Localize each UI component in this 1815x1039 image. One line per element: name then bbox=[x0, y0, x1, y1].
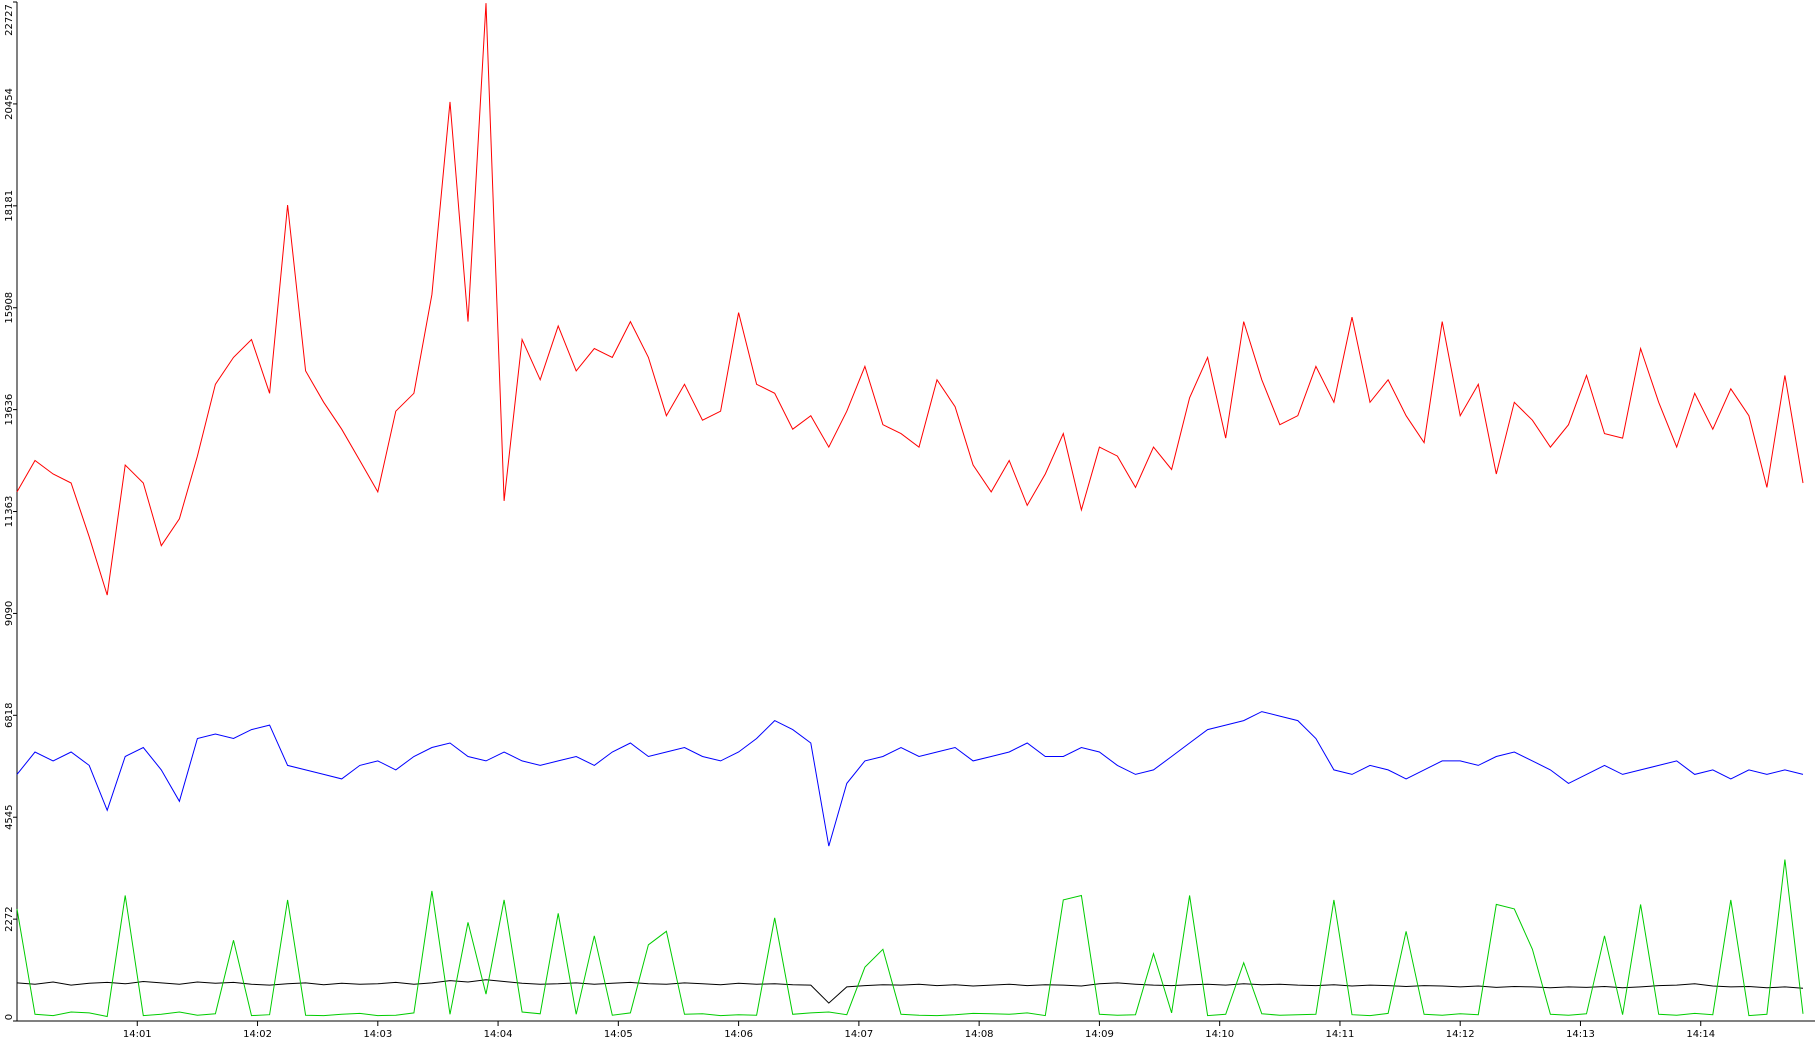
x-tick-label: 14:05 bbox=[604, 1029, 633, 1039]
y-tick-label: 15908 bbox=[4, 292, 15, 324]
x-tick-label: 14:07 bbox=[844, 1029, 873, 1039]
series-line bbox=[16, 979, 1804, 1004]
x-tick-label: 14:08 bbox=[965, 1029, 994, 1039]
y-tick-label: 4545 bbox=[4, 804, 15, 829]
x-tick-label: 14:10 bbox=[1205, 1029, 1234, 1039]
y-tick-label: 20454 bbox=[4, 88, 15, 120]
series-line bbox=[16, 859, 1804, 1018]
x-tick-label: 14:03 bbox=[363, 1029, 392, 1039]
x-tick-label: 14:14 bbox=[1686, 1029, 1715, 1039]
x-tick-label: 14:01 bbox=[123, 1029, 152, 1039]
x-tick-label: 14:06 bbox=[724, 1029, 753, 1039]
y-tick-label: 13636 bbox=[4, 394, 15, 426]
y-tick-label: 22727 bbox=[4, 4, 15, 36]
y-tick-label: 18181 bbox=[4, 190, 15, 222]
x-tick-label: 14:09 bbox=[1085, 1029, 1114, 1039]
series-line bbox=[16, 3, 1804, 596]
series-line bbox=[16, 711, 1804, 847]
y-tick-label: 11363 bbox=[4, 496, 15, 528]
y-tick-label: 9090 bbox=[4, 601, 15, 626]
x-tick-label: 14:13 bbox=[1566, 1029, 1595, 1039]
x-tick-label: 14:04 bbox=[484, 1029, 513, 1039]
x-tick-label: 14:11 bbox=[1326, 1029, 1355, 1039]
x-tick-label: 14:12 bbox=[1446, 1029, 1475, 1039]
y-tick-label: 0 bbox=[4, 1014, 15, 1020]
x-tick-label: 14:02 bbox=[243, 1029, 272, 1039]
y-tick-label: 2272 bbox=[4, 906, 15, 931]
y-tick-label: 6818 bbox=[4, 703, 15, 728]
